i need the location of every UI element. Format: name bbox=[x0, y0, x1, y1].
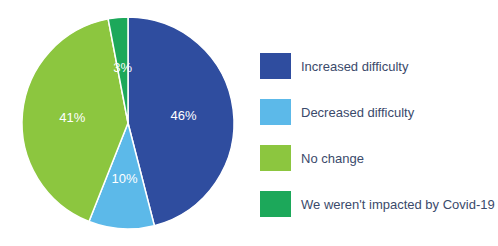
svg-text:Increased difficulty: Increased difficulty bbox=[301, 59, 409, 74]
svg-text:3%: 3% bbox=[113, 60, 132, 75]
svg-text:10%: 10% bbox=[111, 171, 137, 186]
svg-text:41%: 41% bbox=[59, 110, 85, 125]
svg-text:Decreased difficulty: Decreased difficulty bbox=[301, 105, 415, 120]
svg-text:No change: No change bbox=[301, 151, 364, 166]
svg-text:We weren't impacted by Covid-1: We weren't impacted by Covid-19 bbox=[301, 197, 495, 212]
svg-text:46%: 46% bbox=[171, 108, 197, 123]
